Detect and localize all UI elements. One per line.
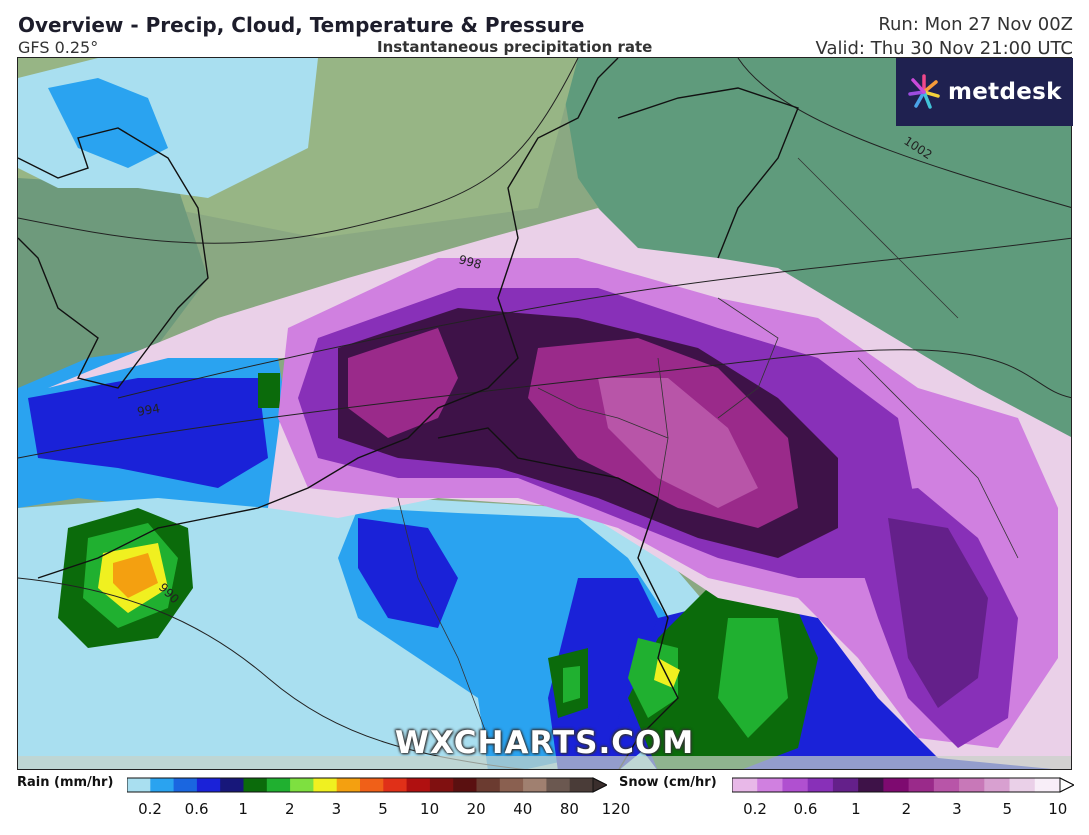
snow-color-swatch (908, 778, 935, 792)
snow-color-swatch (732, 778, 758, 792)
rain-color-bar (127, 777, 607, 793)
rain-tick-label: 0.6 (184, 800, 209, 818)
rain-heavy-patch (258, 373, 280, 408)
snow-legend-title: Snow (cm/hr) (619, 775, 717, 790)
rain-tick-label: 5 (378, 800, 388, 818)
rain-bar-arrow (592, 777, 607, 793)
snow-tick-label: 3 (952, 800, 962, 818)
valid-time: Valid: Thu 30 Nov 21:00 UTC (815, 38, 1073, 59)
rain-core-north (48, 78, 168, 168)
snow-color-bar (732, 777, 1074, 793)
snow-core-southeast (888, 518, 988, 708)
watermark: WXCHARTS.COM (394, 725, 695, 761)
weather-map[interactable]: 998 994 990 1002 (17, 57, 1072, 770)
rain-color-swatch (127, 778, 151, 792)
rain-tick-label: 80 (559, 800, 579, 818)
isobar-label-998: 998 (457, 252, 483, 271)
snow-tick-label: 0.2 (743, 800, 767, 818)
rain-tick-label: 0.2 (138, 800, 162, 818)
rain-tick-label: 20 (466, 800, 486, 818)
snow-color-swatch (832, 778, 859, 792)
snow-tick-label: 10 (1048, 800, 1068, 818)
snow-color-swatch (1009, 778, 1036, 792)
rain-color-swatch (569, 778, 594, 792)
rain-cell-west-orange (113, 553, 158, 598)
rain-legend-title: Rain (mm/hr) (17, 775, 114, 790)
rain-color-swatch (523, 778, 547, 792)
rain-green-west (628, 638, 678, 718)
metdesk-logo-text: metdesk (948, 79, 1062, 105)
coastlines (18, 58, 799, 769)
rain-tick-label: 40 (513, 800, 533, 818)
snow-tick-label: 0.6 (793, 800, 818, 818)
rain-color-swatch (196, 778, 221, 792)
rain-tick-label: 3 (331, 800, 342, 818)
rain-color-swatch (150, 778, 175, 792)
rain-color-swatch (476, 778, 501, 792)
rain-tick-label: 2 (285, 800, 295, 818)
rain-color-swatch (429, 778, 454, 792)
rain-color-swatch (290, 778, 314, 792)
snow-color-swatch (959, 778, 985, 792)
rain-bar-outline (127, 777, 607, 793)
rain-color-swatch (360, 778, 384, 792)
model-label: GFS 0.25° (18, 38, 99, 57)
isobar-label-994: 994 (136, 401, 161, 419)
metdesk-logo-icon (908, 74, 940, 109)
snow-color-swatch (757, 778, 783, 792)
snow-color-swatch (883, 778, 910, 792)
rain-color-swatch (499, 778, 524, 792)
snow-max-east (598, 378, 758, 508)
rain-color-swatch (243, 778, 268, 792)
snow-color-swatch (933, 778, 960, 792)
rain-color-swatch (266, 778, 291, 792)
rain-core-channel (28, 378, 268, 488)
snow-color-swatch (858, 778, 884, 792)
rain-color-swatch (173, 778, 198, 792)
borders (397, 157, 1019, 739)
snow-heavy-west (348, 328, 458, 438)
snow-tick-label: 1 (851, 800, 861, 818)
snow-tick-label: 2 (901, 800, 912, 818)
map-subtitle: Instantaneous precipitation rate (377, 38, 653, 56)
rain-color-swatch (336, 778, 361, 792)
rain-color-swatch (406, 778, 431, 792)
land-uk (18, 178, 208, 388)
snow-color-swatch (782, 778, 809, 792)
rain-color-swatch (220, 778, 244, 792)
rain-green-core (718, 618, 788, 738)
rain-color-swatch (453, 778, 477, 792)
metdesk-logo: metdesk (896, 58, 1073, 126)
rain-tick-label: 10 (420, 800, 440, 818)
snow-color-swatch (1034, 778, 1061, 792)
snow-bar-outline (732, 777, 1074, 793)
rain-green-south-core (563, 666, 580, 703)
map-title: Overview - Precip, Cloud, Temperature & … (18, 13, 585, 37)
snow-tick-label: 5 (1002, 800, 1013, 818)
run-time: Run: Mon 27 Nov 00Z (878, 14, 1073, 35)
rain-tick-label: 1 (238, 800, 248, 818)
rain-color-swatch (383, 778, 408, 792)
map-canvas: 998 994 990 1002 (18, 58, 1071, 769)
snow-color-swatch (984, 778, 1011, 792)
map-bottom-strip (18, 756, 1071, 769)
snow-color-swatch (807, 778, 834, 792)
rain-color-swatch (313, 778, 338, 792)
rain-yellow-spot (654, 658, 680, 688)
rain-blue-south (358, 518, 458, 628)
rain-color-swatch (546, 778, 571, 792)
snow-bar-arrow (1059, 777, 1074, 793)
rain-tick-label: 120 (601, 800, 631, 818)
